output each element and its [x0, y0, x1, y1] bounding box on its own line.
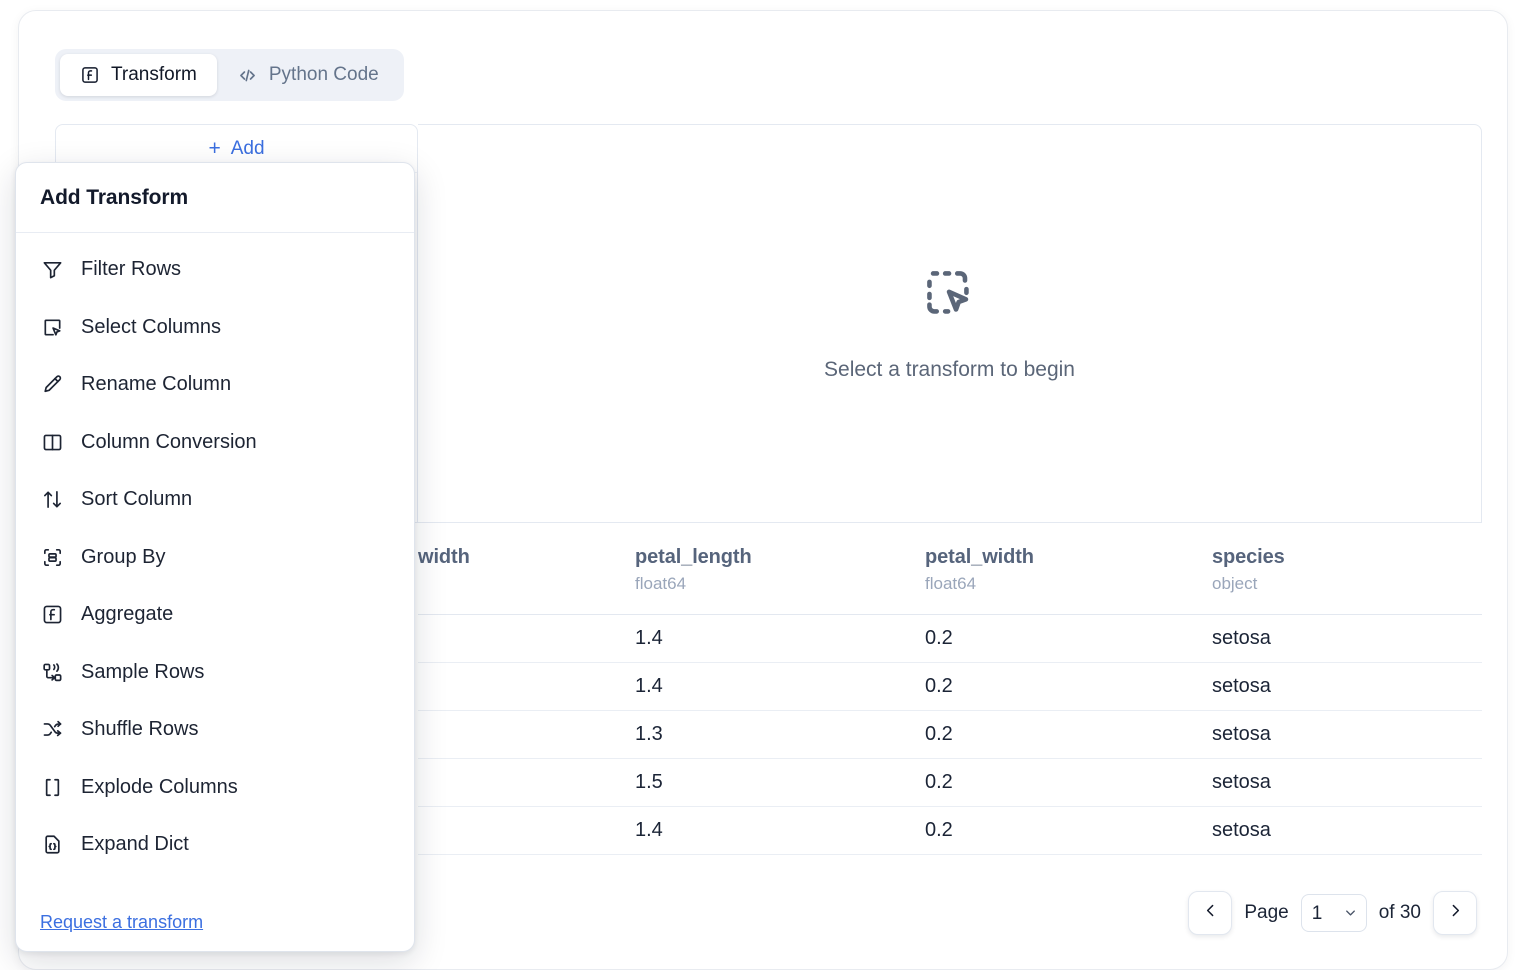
- page-label: Page: [1244, 902, 1289, 923]
- transform-option-label: Select Columns: [81, 315, 222, 338]
- add-transform-label: Add: [230, 137, 265, 159]
- transform-option-column-conversion[interactable]: Column Conversion: [16, 414, 414, 472]
- cell-width: [418, 710, 635, 759]
- table-row: 1.4 0.2 setosa: [418, 614, 1482, 663]
- table-row: 1.3 0.2 setosa: [418, 710, 1482, 759]
- sample-rows-icon: [40, 660, 64, 684]
- table-row: 1.4 0.2 setosa: [418, 662, 1482, 711]
- transform-option-filter-rows[interactable]: Filter Rows: [16, 241, 414, 299]
- cell-petal-length: 1.4: [635, 806, 925, 855]
- function-box-icon: [40, 603, 64, 627]
- column-header-width[interactable]: width: [418, 524, 635, 615]
- add-transform-footer: Request a transform: [16, 893, 414, 951]
- transform-option-sort-column[interactable]: Sort Column: [16, 471, 414, 529]
- cell-petal-length: 1.5: [635, 758, 925, 807]
- columns-icon: [40, 430, 64, 454]
- tab-transform-label: Transform: [111, 64, 197, 85]
- code-brackets-icon: [237, 65, 258, 86]
- page-total-label: of 30: [1378, 902, 1421, 923]
- transform-option-label: Filter Rows: [81, 258, 182, 281]
- cell-petal-length: 1.3: [635, 710, 925, 759]
- page-select-shell: 1: [1300, 894, 1367, 932]
- transform-option-label: Expand Dict: [81, 833, 189, 856]
- cell-petal-width: 0.2: [925, 806, 1212, 855]
- transform-option-shuffle-rows[interactable]: Shuffle Rows: [16, 701, 414, 759]
- transform-option-label: Sort Column: [81, 488, 193, 511]
- cell-petal-length: 1.4: [635, 662, 925, 711]
- table-row: 1.5 0.2 setosa: [418, 758, 1482, 807]
- shuffle-icon: [40, 718, 64, 742]
- file-braces-icon: [40, 833, 64, 857]
- cell-petal-length: 1.4: [635, 614, 925, 663]
- transform-option-expand-dict[interactable]: Expand Dict: [16, 816, 414, 874]
- next-page-button[interactable]: [1433, 891, 1477, 935]
- transform-option-label: Shuffle Rows: [81, 718, 199, 741]
- transform-option-aggregate[interactable]: Aggregate: [16, 586, 414, 644]
- pagination-controls: Page 1 of 30: [1188, 891, 1477, 935]
- square-brackets-icon: [40, 775, 64, 799]
- group-by-icon: [40, 545, 64, 569]
- transform-detail-empty-state: Select a transform to begin: [418, 124, 1482, 523]
- transform-option-sample-rows[interactable]: Sample Rows: [16, 644, 414, 702]
- cell-width: [418, 614, 635, 663]
- cell-width: [418, 806, 635, 855]
- table-row: 1.4 0.2 setosa: [418, 806, 1482, 855]
- cell-species: setosa: [1212, 806, 1482, 855]
- transform-option-explode-columns[interactable]: Explode Columns: [16, 759, 414, 817]
- cell-petal-width: 0.2: [925, 662, 1212, 711]
- transform-option-label: Explode Columns: [81, 775, 238, 798]
- transform-option-label: Aggregate: [81, 603, 174, 626]
- data-preview-table: width petal_length float64 petal_width f…: [418, 524, 1482, 879]
- transform-option-label: Column Conversion: [81, 430, 257, 453]
- plus-icon: +: [208, 137, 221, 160]
- select-cursor-icon: [921, 265, 979, 328]
- tab-python-code[interactable]: Python Code: [217, 54, 399, 96]
- pencil-icon: [40, 373, 64, 397]
- select-columns-icon: [40, 315, 64, 339]
- prev-page-button[interactable]: [1188, 891, 1233, 935]
- cell-species: setosa: [1212, 710, 1482, 759]
- add-transform-title: Add Transform: [16, 163, 414, 233]
- request-a-transform-link[interactable]: Request a transform: [40, 911, 204, 932]
- column-header-petal-width[interactable]: petal_width float64: [925, 524, 1212, 615]
- tab-python-code-label: Python Code: [268, 64, 379, 85]
- transform-option-label: Group By: [81, 545, 166, 568]
- empty-state-text: Select a transform to begin: [824, 358, 1075, 381]
- tab-transform[interactable]: Transform: [60, 54, 217, 96]
- sort-arrows-icon: [40, 488, 64, 512]
- cell-species: setosa: [1212, 758, 1482, 807]
- cell-width: [418, 758, 635, 807]
- transform-options-list: Filter Rows Select Columns Rename Column Co…: [16, 233, 414, 874]
- cell-species: setosa: [1212, 614, 1482, 663]
- cell-petal-width: 0.2: [925, 710, 1212, 759]
- add-transform-menu: Add Transform Filter Rows Select Columns R…: [15, 162, 415, 952]
- column-header-species[interactable]: species object: [1212, 524, 1482, 615]
- cell-species: setosa: [1212, 662, 1482, 711]
- cell-width: [418, 662, 635, 711]
- table-header-row: width petal_length float64 petal_width f…: [418, 524, 1482, 615]
- chevron-left-icon: [1202, 902, 1219, 924]
- view-mode-tabs: Transform Python Code: [55, 49, 404, 101]
- transform-option-group-by[interactable]: Group By: [16, 529, 414, 587]
- chevron-right-icon: [1447, 902, 1464, 924]
- transform-option-select-columns[interactable]: Select Columns: [16, 299, 414, 357]
- column-header-petal-length[interactable]: petal_length float64: [635, 524, 925, 615]
- filter-icon: [40, 258, 64, 282]
- transform-option-rename-column[interactable]: Rename Column: [16, 356, 414, 414]
- page-number-select[interactable]: 1: [1300, 894, 1367, 932]
- transform-option-label: Sample Rows: [81, 660, 205, 683]
- transform-option-label: Rename Column: [81, 373, 232, 396]
- cell-petal-width: 0.2: [925, 614, 1212, 663]
- cell-petal-width: 0.2: [925, 758, 1212, 807]
- function-box-icon: [80, 65, 100, 85]
